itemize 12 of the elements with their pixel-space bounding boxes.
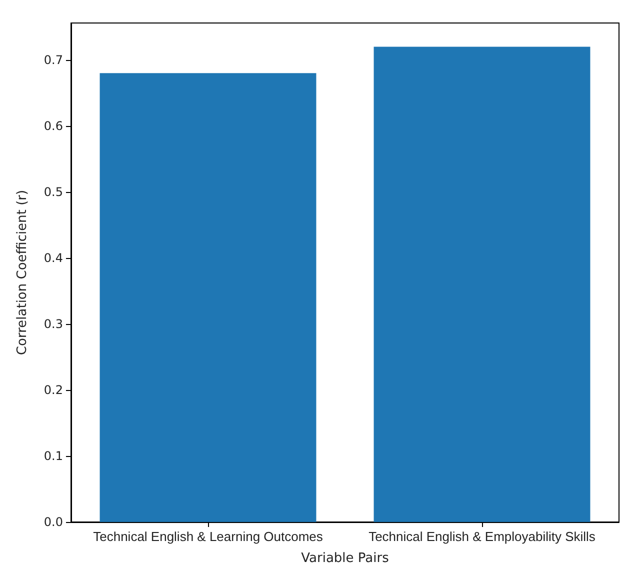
y-axis-title: Correlation Coefficient (r) bbox=[15, 190, 30, 356]
x-axis-title: Variable Pairs bbox=[301, 551, 390, 566]
y-tick-label: 0.7 bbox=[44, 52, 63, 67]
y-tick-label: 0.0 bbox=[44, 515, 63, 529]
x-tick-label: Technical English & Learning Outcomes bbox=[93, 529, 324, 544]
y-tick-label: 0.3 bbox=[44, 316, 63, 331]
y-tick-label: 0.6 bbox=[44, 118, 63, 133]
y-tick-label: 0.1 bbox=[44, 448, 63, 463]
y-tick-label: 0.2 bbox=[44, 382, 63, 397]
y-tick-label: 0.4 bbox=[44, 250, 63, 265]
y-tick-label: 0.5 bbox=[44, 184, 63, 199]
x-tick-label: Technical English & Employability Skills bbox=[368, 529, 596, 544]
